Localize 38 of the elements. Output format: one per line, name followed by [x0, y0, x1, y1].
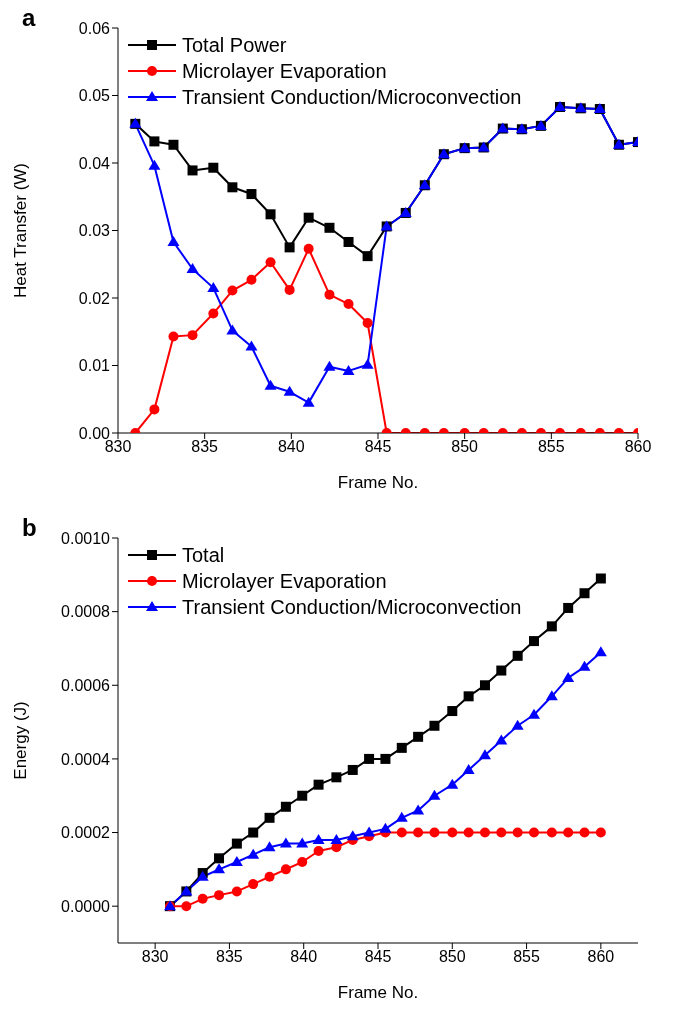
- y-axis-title: Heat Transfer (W): [11, 162, 31, 299]
- x-tick-label: 850: [438, 948, 466, 966]
- x-tick-label: 860: [587, 948, 615, 966]
- y-tick-label: 0.05: [78, 87, 111, 105]
- x-tick-label: 830: [141, 948, 169, 966]
- y-tick-label: 0.0008: [61, 603, 111, 621]
- y-tick-label: 0.0010: [61, 529, 111, 547]
- x-axis-title: Frame No.: [337, 473, 419, 492]
- legend-label: Microlayer Evaporation: [182, 569, 387, 594]
- x-tick-label: 855: [513, 948, 541, 966]
- legend-label: Transient Conduction/Microconvection: [182, 85, 522, 110]
- y-tick-label: 0.0002: [61, 824, 111, 842]
- x-axis-title: Frame No.: [337, 983, 419, 1002]
- x-tick-label: 855: [537, 438, 565, 456]
- x-tick-label: 850: [451, 438, 479, 456]
- x-tick-label: 845: [364, 948, 392, 966]
- text: b: [22, 514, 37, 542]
- y-tick-label: 0.06: [78, 19, 111, 37]
- legend-label: Microlayer Evaporation: [182, 59, 387, 84]
- x-tick-label: 860: [624, 438, 652, 456]
- y-tick-label: 0.02: [78, 289, 111, 307]
- y-tick-label: 0.01: [78, 357, 111, 375]
- legend-label: Total: [182, 543, 225, 568]
- y-tick-label: 0.0004: [61, 750, 111, 768]
- x-tick-label: 835: [191, 438, 219, 456]
- x-tick-label: 845: [364, 438, 392, 456]
- legend-label: Transient Conduction/Microconvection: [182, 595, 522, 620]
- y-tick-label: 0.0006: [61, 676, 111, 694]
- x-tick-label: 835: [216, 948, 243, 966]
- x-tick-label: 840: [290, 948, 318, 966]
- text: a: [22, 4, 36, 32]
- x-tick-label: 830: [104, 438, 132, 456]
- y-tick-label: 0.0000: [61, 897, 111, 915]
- y-axis-title: Energy (J): [11, 701, 31, 780]
- y-tick-label: 0.03: [78, 222, 111, 240]
- legend-label: Total Power: [182, 33, 287, 58]
- y-tick-label: 0.04: [78, 154, 111, 172]
- x-tick-label: 840: [277, 438, 305, 456]
